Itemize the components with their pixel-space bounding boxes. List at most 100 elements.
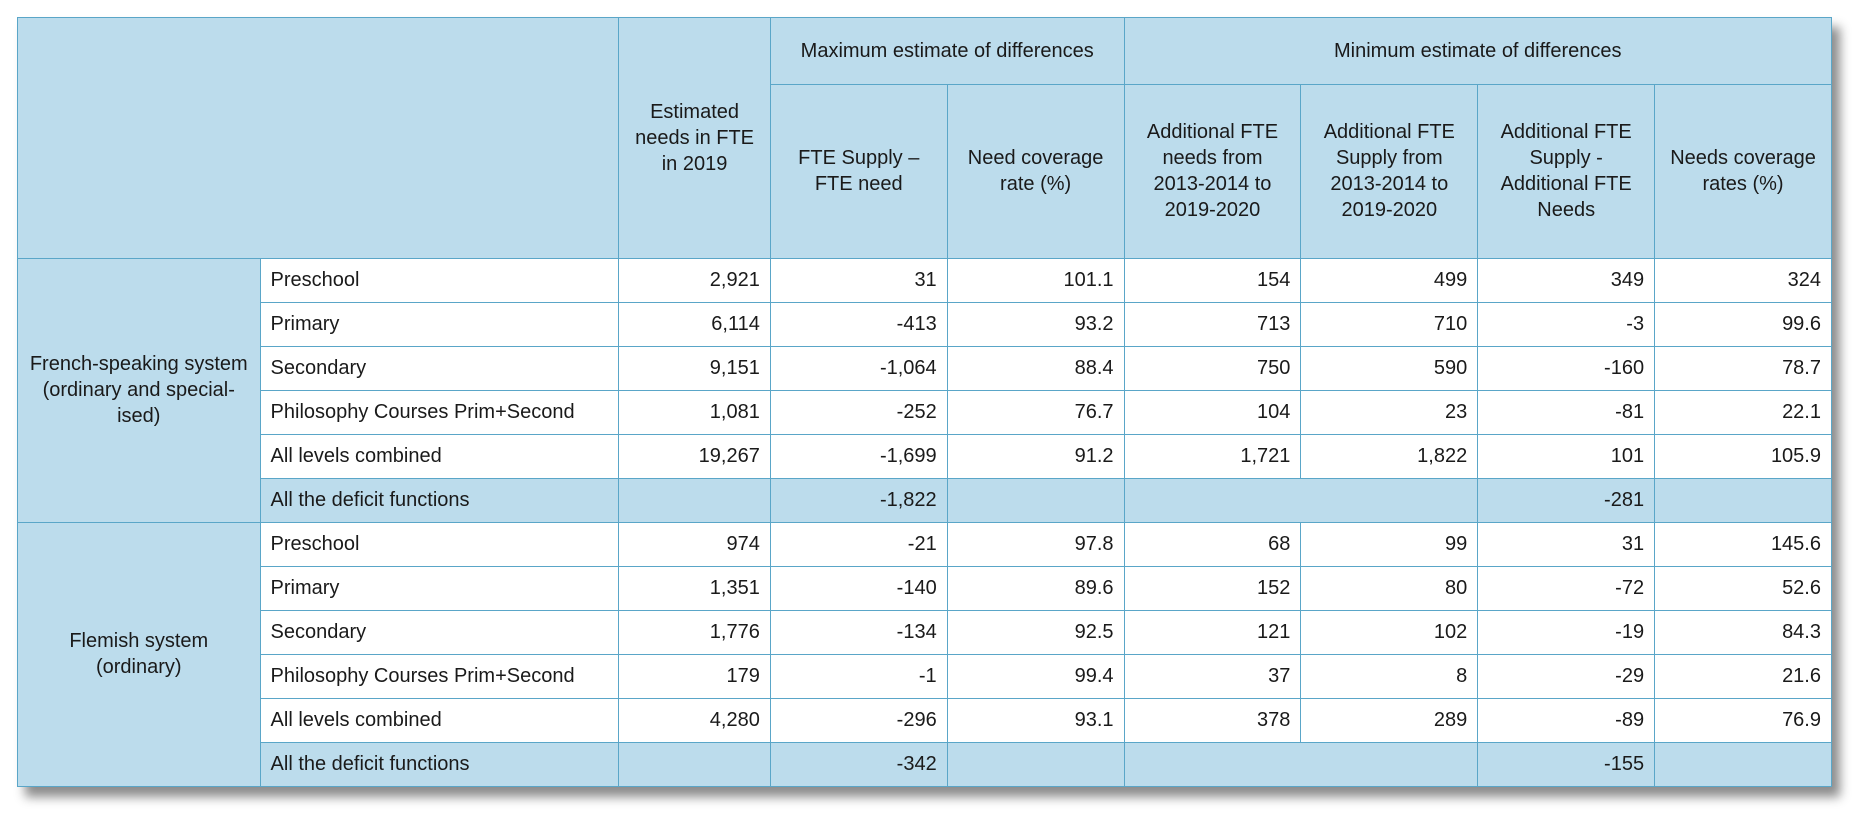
- deficit-min-value: -155: [1477, 741, 1656, 788]
- cell-additional-needs: 154: [1123, 257, 1302, 303]
- cell-need-coverage-rate: 101.1: [946, 257, 1125, 303]
- cell-need-coverage-rate: 91.2: [946, 433, 1125, 479]
- cell-additional-diff: -19: [1477, 609, 1656, 655]
- cell-needs-coverage-rates: 52.6: [1654, 565, 1832, 611]
- cell-additional-needs: 750: [1123, 345, 1302, 391]
- cell-needs-coverage-rates: 324: [1654, 257, 1832, 303]
- group-label: Flemish system (ordinary): [17, 521, 261, 788]
- cell-need-coverage-rate: 99.4: [946, 653, 1125, 699]
- row-label: Philosophy Courses Prim+Second: [259, 389, 620, 435]
- group-label: French-speaking system (ordinary and spe…: [17, 257, 261, 523]
- header-additional-needs: Additional FTE needs from 2013-2014 to 2…: [1123, 83, 1302, 259]
- cell-additional-supply: 499: [1300, 257, 1479, 303]
- cell-additional-supply: 710: [1300, 301, 1479, 347]
- cell-additional-diff: 101: [1477, 433, 1656, 479]
- cell-needs-coverage-rates: 145.6: [1654, 521, 1832, 567]
- cell-additional-diff: 31: [1477, 521, 1656, 567]
- deficit-empty-cell: [618, 741, 771, 788]
- cell-additional-supply: 590: [1300, 345, 1479, 391]
- row-label: Preschool: [259, 521, 620, 567]
- table-row: Secondary 1,776 -134 92.5 121 102 -19 84.3: [18, 609, 1832, 655]
- header-needs-coverage-rates: Needs coverage rates (%): [1654, 83, 1832, 259]
- deficit-empty-cell: [1123, 741, 1479, 788]
- cell-needs-coverage-rates: 105.9: [1654, 433, 1832, 479]
- row-label: Primary: [259, 301, 620, 347]
- cell-additional-needs: 152: [1123, 565, 1302, 611]
- deficit-empty-cell: [946, 741, 1125, 788]
- row-label: Secondary: [259, 609, 620, 655]
- cell-additional-diff: -72: [1477, 565, 1656, 611]
- table-row: Philosophy Courses Prim+Second 1,081 -252 7…: [18, 389, 1832, 435]
- cell-need-coverage-rate: 89.6: [946, 565, 1125, 611]
- deficit-empty-cell: [618, 477, 771, 523]
- table-row: French-speaking system (ordinary and spe…: [17, 257, 1832, 523]
- cell-additional-diff: -29: [1477, 653, 1656, 699]
- header-additional-diff: Additional FTE Supply - Additional FTE N…: [1477, 83, 1656, 259]
- cell-need-coverage-rate: 93.1: [946, 697, 1125, 743]
- cell-additional-needs: 68: [1123, 521, 1302, 567]
- cell-needs-coverage-rates: 22.1: [1654, 389, 1832, 435]
- table-row: Flemish system (ordinary) Preschool 974 -21…: [17, 521, 1832, 788]
- deficit-max-value: -342: [769, 741, 948, 788]
- header-row-1: Estimated needs in FTE in 2019 Maximum e…: [16, 17, 1833, 259]
- cell-additional-supply: 8: [1300, 653, 1479, 699]
- cell-fte-supply-minus-need: -1: [769, 653, 948, 699]
- row-label: Secondary: [259, 345, 620, 391]
- header-need-coverage-rate: Need coverage rate (%): [946, 83, 1125, 259]
- table-row: Primary 1,351 -140 89.6 152 80 -72 52.6: [18, 565, 1832, 611]
- cell-estimated-needs: 1,351: [618, 565, 771, 611]
- deficit-empty-cell: [946, 477, 1125, 523]
- cell-additional-needs: 37: [1123, 653, 1302, 699]
- deficit-empty-cell: [1654, 477, 1832, 523]
- table-frame: Estimated needs in FTE in 2019 Maximum e…: [16, 17, 1833, 788]
- cell-needs-coverage-rates: 21.6: [1654, 653, 1832, 699]
- cell-fte-supply-minus-need: 31: [769, 257, 948, 303]
- cell-estimated-needs: 1,081: [618, 389, 771, 435]
- header-min-estimate: Minimum estimate of differences: [1123, 17, 1833, 85]
- deficit-label: All the deficit functions: [259, 741, 620, 788]
- cell-needs-coverage-rates: 78.7: [1654, 345, 1832, 391]
- cell-additional-needs: 1,721: [1123, 433, 1302, 479]
- cell-additional-supply: 102: [1300, 609, 1479, 655]
- cell-additional-needs: 378: [1123, 697, 1302, 743]
- header-additional-supply: Additional FTE Supply from 2013-2014 to …: [1300, 83, 1479, 259]
- cell-additional-diff: -160: [1477, 345, 1656, 391]
- header-fte-supply-minus-need: FTE Supply – FTE need: [769, 83, 948, 259]
- corner-cell: [16, 17, 620, 259]
- row-label: Preschool: [259, 257, 620, 303]
- table-row: All levels combined 4,280 -296 93.1 378 289 -8…: [18, 697, 1832, 743]
- cell-need-coverage-rate: 92.5: [946, 609, 1125, 655]
- cell-additional-diff: 349: [1477, 257, 1656, 303]
- cell-fte-supply-minus-need: -140: [769, 565, 948, 611]
- header-max-estimate: Maximum estimate of differences: [769, 17, 1125, 85]
- cell-estimated-needs: 179: [618, 653, 771, 699]
- cell-additional-supply: 99: [1300, 521, 1479, 567]
- cell-need-coverage-rate: 97.8: [946, 521, 1125, 567]
- cell-estimated-needs: 4,280: [618, 697, 771, 743]
- cell-fte-supply-minus-need: -21: [769, 521, 948, 567]
- deficit-min-value: -281: [1477, 477, 1656, 523]
- cell-fte-supply-minus-need: -252: [769, 389, 948, 435]
- cell-additional-supply: 1,822: [1300, 433, 1479, 479]
- cell-additional-supply: 80: [1300, 565, 1479, 611]
- cell-estimated-needs: 974: [618, 521, 771, 567]
- deficit-empty-cell: [1654, 741, 1832, 788]
- row-label: Philosophy Courses Prim+Second: [259, 653, 620, 699]
- cell-fte-supply-minus-need: -296: [769, 697, 948, 743]
- row-label: All levels combined: [259, 697, 620, 743]
- cell-additional-diff: -81: [1477, 389, 1656, 435]
- cell-estimated-needs: 19,267: [618, 433, 771, 479]
- cell-needs-coverage-rates: 76.9: [1654, 697, 1832, 743]
- cell-estimated-needs: 1,776: [618, 609, 771, 655]
- cell-additional-supply: 23: [1300, 389, 1479, 435]
- deficit-max-value: -1,822: [769, 477, 948, 523]
- deficit-row: All the deficit functions -1,822 -281: [18, 477, 1832, 523]
- cell-needs-coverage-rates: 99.6: [1654, 301, 1832, 347]
- table-row: Philosophy Courses Prim+Second 179 -1 99.4 3…: [18, 653, 1832, 699]
- table-row: All levels combined 19,267 -1,699 91.2 1,721…: [18, 433, 1832, 479]
- cell-estimated-needs: 2,921: [618, 257, 771, 303]
- cell-need-coverage-rate: 93.2: [946, 301, 1125, 347]
- cell-fte-supply-minus-need: -1,699: [769, 433, 948, 479]
- cell-need-coverage-rate: 88.4: [946, 345, 1125, 391]
- fte-estimates-table: Estimated needs in FTE in 2019 Maximum e…: [16, 17, 1833, 788]
